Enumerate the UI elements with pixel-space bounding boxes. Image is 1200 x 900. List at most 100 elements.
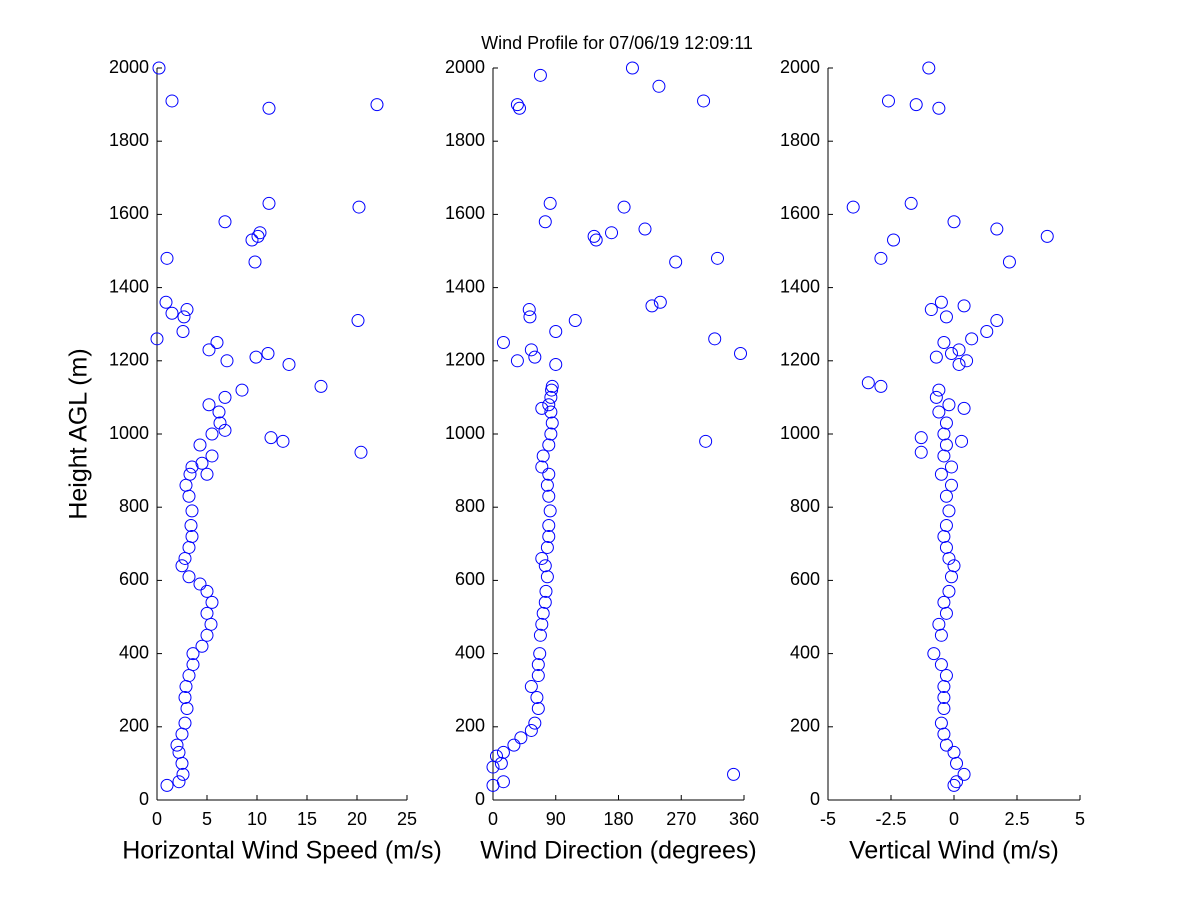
point	[170, 738, 184, 752]
x-tick-label: 10	[247, 809, 267, 829]
point	[881, 94, 895, 108]
point	[939, 416, 953, 430]
point	[512, 101, 526, 115]
point	[249, 350, 263, 364]
point	[540, 570, 554, 584]
point	[549, 325, 563, 339]
point	[540, 540, 554, 554]
point	[531, 702, 545, 715]
point	[193, 438, 207, 452]
y-tick-label: 2000	[109, 57, 149, 77]
point	[653, 295, 667, 309]
point	[165, 306, 179, 320]
point	[909, 98, 923, 112]
point	[944, 346, 958, 360]
point	[669, 255, 683, 269]
y-tick-label: 0	[810, 789, 820, 809]
point	[522, 303, 536, 317]
y-tick-label: 1400	[109, 276, 149, 296]
point	[510, 354, 524, 368]
point	[942, 398, 956, 412]
point	[370, 98, 384, 112]
x-tick-label: 360	[729, 809, 759, 829]
y-tick-label: 2000	[780, 57, 820, 77]
point	[965, 332, 979, 346]
point	[727, 767, 741, 781]
y-tick-label: 1800	[109, 130, 149, 150]
point	[934, 658, 948, 672]
point	[524, 343, 538, 357]
point	[193, 577, 207, 591]
point	[929, 350, 943, 364]
point	[625, 61, 639, 75]
point	[160, 251, 174, 265]
point	[523, 310, 537, 324]
point	[514, 731, 528, 745]
point	[172, 775, 186, 789]
point	[937, 427, 951, 441]
point	[496, 775, 510, 789]
point	[539, 584, 553, 598]
point	[542, 519, 556, 532]
y-tick-label: 0	[475, 789, 485, 809]
y-tick-label: 1800	[445, 130, 485, 150]
point	[942, 504, 956, 518]
point	[939, 489, 953, 503]
point	[182, 570, 196, 584]
point	[510, 98, 524, 112]
point	[178, 551, 192, 565]
point	[939, 310, 953, 324]
point	[937, 727, 951, 741]
point	[496, 745, 510, 759]
point	[990, 314, 1004, 328]
point	[934, 295, 948, 309]
point	[195, 456, 209, 470]
point	[524, 680, 538, 694]
point	[861, 376, 875, 390]
point	[165, 94, 179, 108]
point	[533, 647, 547, 661]
y-tick-label: 400	[119, 642, 149, 662]
x-axis-label: Vertical Wind (m/s)	[849, 837, 1059, 865]
point	[282, 357, 296, 371]
point	[354, 445, 368, 459]
point	[179, 680, 193, 694]
y-tick-label: 800	[119, 496, 149, 516]
point	[496, 336, 510, 349]
point	[947, 745, 961, 759]
figure-title: Wind Profile for 07/06/19 12:09:11	[481, 33, 753, 53]
x-tick-label: 5	[1075, 809, 1085, 829]
y-tick-label: 1200	[109, 350, 149, 370]
point	[212, 405, 226, 419]
point	[264, 431, 278, 445]
x-tick-label: 0	[949, 809, 959, 829]
x-tick-label: 5	[202, 809, 212, 829]
point	[544, 405, 558, 419]
point	[929, 390, 943, 404]
point	[218, 423, 232, 437]
point	[175, 559, 189, 573]
point	[711, 251, 725, 265]
point	[697, 94, 711, 108]
point	[545, 379, 559, 393]
point	[734, 346, 748, 360]
point	[544, 427, 558, 441]
x-tick-label: 0	[488, 809, 498, 829]
point	[939, 606, 953, 620]
point	[533, 68, 547, 82]
point	[175, 727, 189, 741]
point	[952, 357, 966, 371]
point	[253, 226, 267, 240]
point	[587, 229, 601, 243]
point	[528, 716, 542, 730]
point	[531, 658, 545, 672]
point	[202, 343, 216, 357]
x-tick-label: 15	[297, 809, 317, 829]
point	[152, 61, 166, 75]
x-tick-label: -2.5	[875, 809, 906, 829]
point	[210, 336, 224, 349]
point	[947, 215, 961, 229]
y-tick-label: 600	[790, 569, 820, 589]
point	[314, 379, 328, 393]
